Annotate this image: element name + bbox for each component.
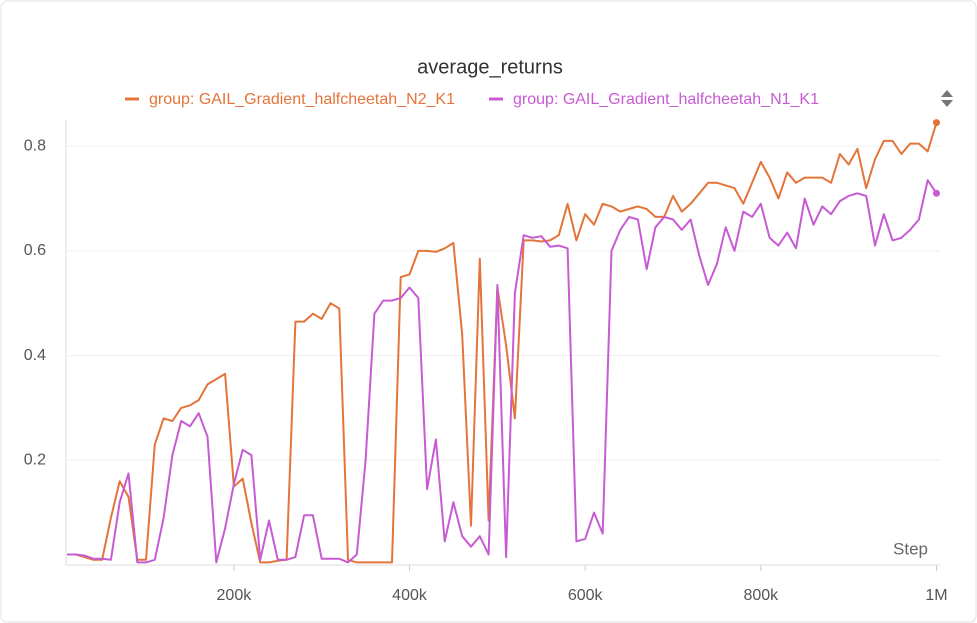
x-tick-label: 600k <box>568 587 604 604</box>
x-tick-label: 400k <box>392 587 428 604</box>
end-point <box>932 119 940 127</box>
y-tick-label: 0.8 <box>24 137 46 154</box>
end-point <box>932 189 940 197</box>
y-tick-label: 0.6 <box>24 242 46 259</box>
x-tick-label: 200k <box>217 587 253 604</box>
chart-title: average_returns <box>417 56 563 78</box>
series-line <box>67 179 938 564</box>
x-tick-label: 1M <box>925 587 947 604</box>
y-tick-label: 0.2 <box>24 452 46 469</box>
series-line <box>67 122 938 564</box>
legend-label: group: GAIL_Gradient_halfcheetah_N1_K1 <box>513 91 819 108</box>
legend-toggle-icon[interactable] <box>941 90 953 107</box>
x-tick-label: 800k <box>743 587 779 604</box>
legend-label: group: GAIL_Gradient_halfcheetah_N2_K1 <box>149 91 455 108</box>
y-tick-label: 0.4 <box>24 347 46 364</box>
x-axis-label: Step <box>893 539 928 558</box>
